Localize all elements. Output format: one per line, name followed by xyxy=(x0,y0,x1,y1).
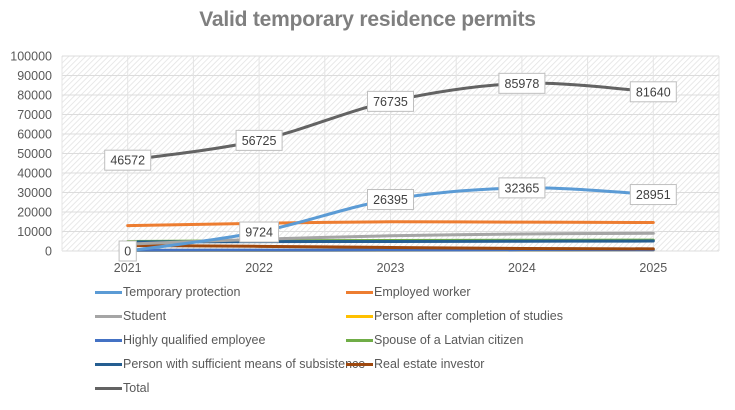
legend-label: Real estate investor xyxy=(374,357,485,371)
y-tick-label: 0 xyxy=(45,245,52,259)
data-label: 26395 xyxy=(367,189,414,211)
data-label: 56725 xyxy=(235,129,283,151)
data-label-box xyxy=(104,149,152,171)
data-label-box xyxy=(367,90,414,112)
data-label-text: 76735 xyxy=(373,95,408,109)
legend-line-marker xyxy=(346,290,373,294)
series-line-employed-worker xyxy=(126,220,655,228)
data-label-text: 9724 xyxy=(245,226,273,240)
y-tick-label: 20000 xyxy=(17,206,52,220)
legend-item[interactable]: Employed worker xyxy=(346,285,471,299)
legend-label: Person with sufficient means of subsiste… xyxy=(123,357,366,371)
data-label-box xyxy=(629,184,677,206)
y-tick-label: 40000 xyxy=(17,167,52,181)
y-tick-label: 60000 xyxy=(17,128,52,142)
legend-item[interactable]: Person with sufficient means of subsiste… xyxy=(95,357,365,371)
data-label: 32365 xyxy=(498,177,546,199)
legend-item[interactable]: Spouse of a Latvian citizen xyxy=(346,333,523,347)
data-label-box xyxy=(498,177,546,199)
y-tick-label: 80000 xyxy=(17,89,52,103)
x-tick-label: 2021 xyxy=(114,261,142,275)
legend-item[interactable]: Temporary protection xyxy=(95,285,240,299)
y-tick-label: 10000 xyxy=(17,225,52,239)
x-tick-label: 2023 xyxy=(377,261,405,275)
legend-item[interactable]: Total xyxy=(95,381,149,395)
data-label: 0 xyxy=(118,240,137,262)
chart-title: Valid temporary residence permits xyxy=(199,8,536,31)
legend-line-marker xyxy=(95,338,122,342)
series-line-real-estate-investor xyxy=(126,244,655,251)
y-tick-label: 100000 xyxy=(10,50,52,64)
data-label-box xyxy=(235,129,283,151)
data-label-text: 56725 xyxy=(242,134,277,148)
y-tick-label: 50000 xyxy=(17,147,52,161)
legend-label: Person after completion of studies xyxy=(374,309,563,323)
data-label-box xyxy=(118,240,137,262)
legend-label: Spouse of a Latvian citizen xyxy=(374,333,524,347)
legend-item[interactable]: Highly qualified employee xyxy=(95,333,265,347)
y-tick-label: 70000 xyxy=(17,108,52,122)
legend-item[interactable]: Real estate investor xyxy=(346,357,484,371)
data-label: 81640 xyxy=(629,81,677,103)
data-label-text: 28951 xyxy=(636,188,671,202)
y-tick-label: 30000 xyxy=(17,186,52,200)
x-tick-label: 2024 xyxy=(508,261,536,275)
legend-item[interactable]: Person after completion of studies xyxy=(346,309,563,323)
data-label: 85978 xyxy=(498,72,546,94)
data-label-text: 32365 xyxy=(505,181,540,195)
legend-line-marker xyxy=(95,290,122,294)
legend-line-marker xyxy=(346,338,373,342)
legend-line-marker xyxy=(346,362,373,366)
data-label-text: 81640 xyxy=(636,85,671,99)
legend-line-marker xyxy=(95,314,122,318)
data-label-text: 46572 xyxy=(110,154,145,168)
data-label-box xyxy=(498,72,546,94)
data-label-box xyxy=(629,81,677,103)
data-label: 28951 xyxy=(629,184,677,206)
legend-label: Student xyxy=(123,309,167,323)
x-tick-label: 2022 xyxy=(245,261,273,275)
legend-line-marker xyxy=(95,362,122,366)
legend-item[interactable]: Student xyxy=(95,309,166,323)
data-label-box xyxy=(239,221,279,243)
data-label: 46572 xyxy=(104,149,152,171)
legend-line-marker xyxy=(346,314,373,318)
data-label: 9724 xyxy=(239,221,279,243)
legend-label: Temporary protection xyxy=(123,285,241,299)
x-tick-label: 2025 xyxy=(639,261,667,275)
data-label-text: 26395 xyxy=(373,193,408,207)
data-label-box xyxy=(367,189,414,211)
legend-label: Total xyxy=(123,381,150,395)
legend-label: Employed worker xyxy=(374,285,471,299)
legend-line-marker xyxy=(95,386,122,390)
y-tick-label: 90000 xyxy=(17,69,52,83)
data-label-text: 85978 xyxy=(505,77,540,91)
data-label-text: 0 xyxy=(124,245,131,259)
legend-label: Highly qualified employee xyxy=(123,333,266,347)
data-label: 76735 xyxy=(367,90,414,112)
